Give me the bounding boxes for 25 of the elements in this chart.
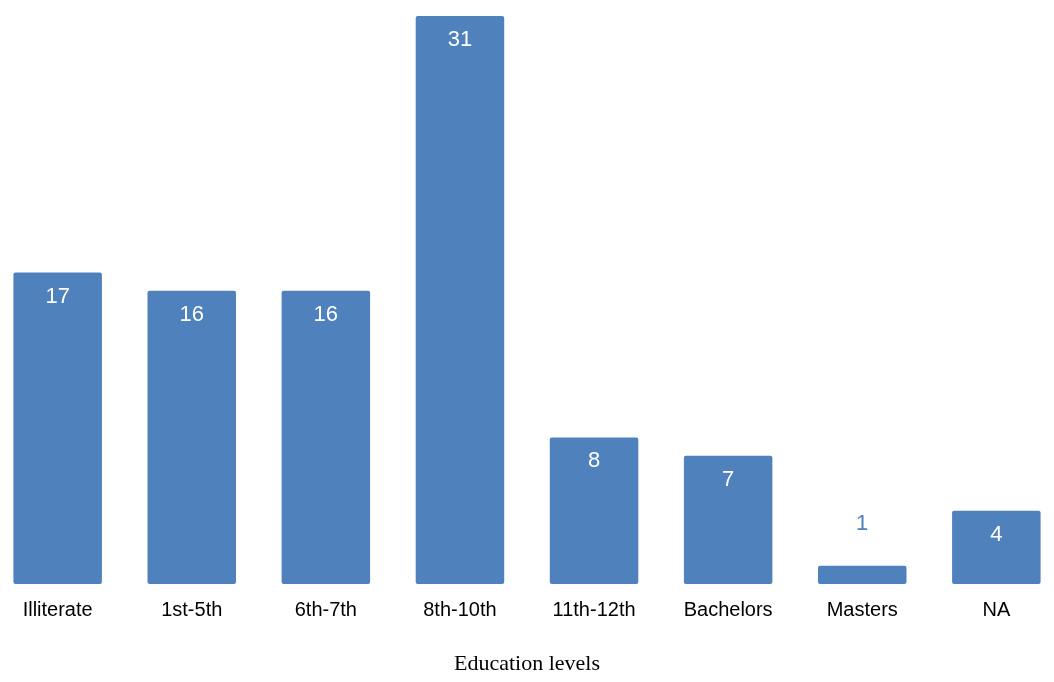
x-axis-title: Education levels xyxy=(453,650,601,675)
data-label: 4 xyxy=(990,520,1003,546)
bar xyxy=(683,455,773,584)
bar xyxy=(281,290,371,584)
data-label: 7 xyxy=(722,465,735,491)
x-tick-label: 8th-10th xyxy=(423,598,497,620)
x-tick-label: 1st-5th xyxy=(161,598,223,620)
x-tick-label: 11th-12th xyxy=(552,598,636,620)
x-tick-label: 6th-7th xyxy=(294,598,357,620)
data-label: 8 xyxy=(587,447,601,473)
data-label: 16 xyxy=(179,300,204,326)
x-tick-label: NA xyxy=(982,598,1011,620)
bar xyxy=(952,510,1041,584)
bar xyxy=(415,16,505,584)
x-tick-label: Masters xyxy=(826,598,898,620)
x-tick-label: Illiterate xyxy=(22,598,93,620)
data-label: 16 xyxy=(313,300,339,326)
bar xyxy=(817,565,907,584)
x-tick-label: Bachelors xyxy=(683,598,773,620)
data-label: 17 xyxy=(45,282,70,308)
bar xyxy=(13,272,102,584)
bar xyxy=(549,437,639,584)
data-label: 31 xyxy=(447,26,473,51)
data-label: 1 xyxy=(856,509,869,535)
bar xyxy=(147,290,237,584)
